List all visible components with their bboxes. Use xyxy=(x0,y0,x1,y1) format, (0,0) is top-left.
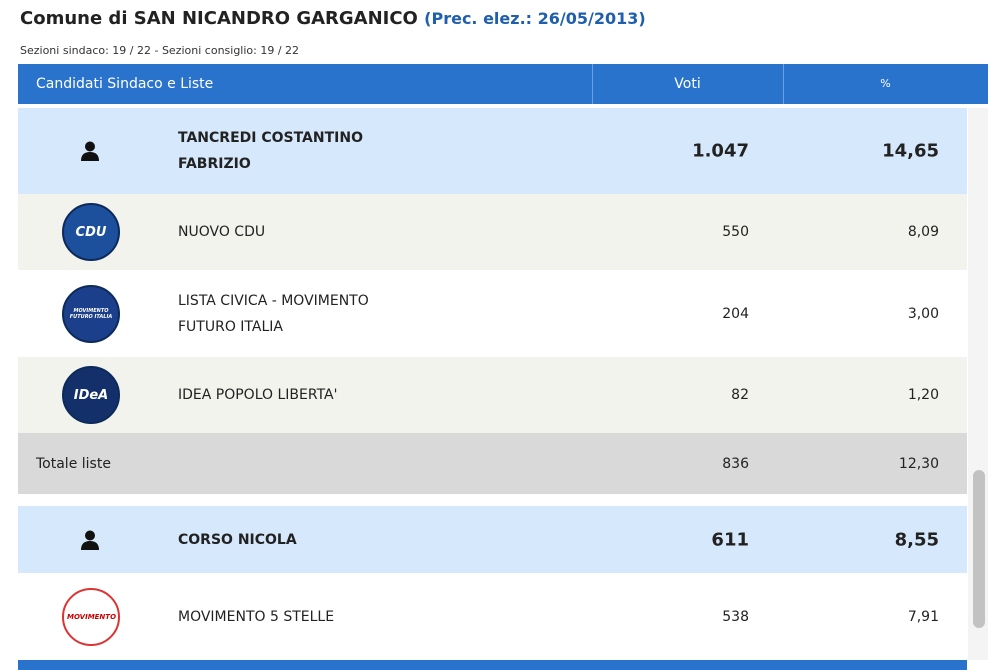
page-title: Comune di SAN NICANDRO GARGANICO (Prec. … xyxy=(20,8,646,29)
votes: 550 xyxy=(722,224,749,240)
result-row: MOVIMENTO MOVIMENTO 5 STELLE 538 7,91 xyxy=(18,573,967,660)
votes: 836 xyxy=(722,455,749,472)
percentage: 1,20 xyxy=(907,387,939,403)
previous-election-link[interactable]: (Prec. elez.: 26/05/2013) xyxy=(424,9,646,28)
votes: 82 xyxy=(731,387,749,403)
column-header: % xyxy=(880,77,891,90)
party-logo: IDeA xyxy=(62,366,120,424)
result-row: CORSO NICOLA 611 8,55 xyxy=(18,506,967,573)
row-name: TANCREDI COSTANTINO FABRIZIO xyxy=(178,130,363,172)
result-row: CDU NUOVO CDU 550 8,09 xyxy=(18,194,967,270)
person-icon xyxy=(81,530,99,550)
party-logo: MOVIMENTO FUTURO ITALIA xyxy=(62,284,120,343)
row-name: NUOVO CDU xyxy=(178,224,266,240)
logo-text: CDU xyxy=(75,224,107,240)
person-icon xyxy=(81,141,99,161)
logo-text: MOVIMENTO xyxy=(67,612,117,621)
result-row: TANCREDI COSTANTINO FABRIZIO 1.047 14,65 xyxy=(18,108,967,194)
votes: 1.047 xyxy=(692,140,749,162)
result-row: Totale liste 836 12,30 xyxy=(18,433,967,494)
next-header xyxy=(18,660,967,670)
percentage: 8,09 xyxy=(907,224,939,240)
logo-text: MOVIMENTO FUTURO ITALIA xyxy=(69,307,113,320)
separator xyxy=(592,64,593,104)
comune: Comune di SAN NICANDRO GARGANICO xyxy=(20,8,418,29)
percentage: 8,55 xyxy=(894,529,939,550)
result-row: IDeA IDEA POPOLO LIBERTA' 82 1,20 xyxy=(18,357,967,433)
table-header: Candidati Sindaco e Liste Voti % xyxy=(18,64,988,104)
column-header: Candidati Sindaco e Liste xyxy=(36,76,214,92)
column-header: Voti xyxy=(674,76,701,92)
percentage: 12,30 xyxy=(898,455,939,472)
logo-text: IDeA xyxy=(73,387,109,403)
row-name: CORSO NICOLA xyxy=(178,531,297,548)
percentage: 3,00 xyxy=(907,305,939,322)
votes: 538 xyxy=(722,608,749,625)
row-name: LISTA CIVICA - MOVIMENTO FUTURO ITALIA xyxy=(178,292,369,335)
party-logo: CDU xyxy=(62,203,120,261)
row-name: MOVIMENTO 5 STELLE xyxy=(178,608,335,625)
separator xyxy=(783,64,784,104)
row-name: Totale liste xyxy=(36,455,111,472)
percentage: 14,65 xyxy=(882,140,939,162)
row-name: IDEA POPOLO LIBERTA' xyxy=(178,387,338,403)
party-logo: MOVIMENTO xyxy=(62,587,120,646)
result-row: MOVIMENTO FUTURO ITALIA LISTA CIVICA - MO… xyxy=(18,270,967,357)
scrollbar-thumb[interactable] xyxy=(973,470,985,628)
votes: 204 xyxy=(722,305,749,322)
percentage: 7,91 xyxy=(907,608,939,625)
sections-info: Sezioni sindaco: 19 / 22 - Sezioni consi… xyxy=(20,44,300,57)
votes: 611 xyxy=(711,529,749,550)
